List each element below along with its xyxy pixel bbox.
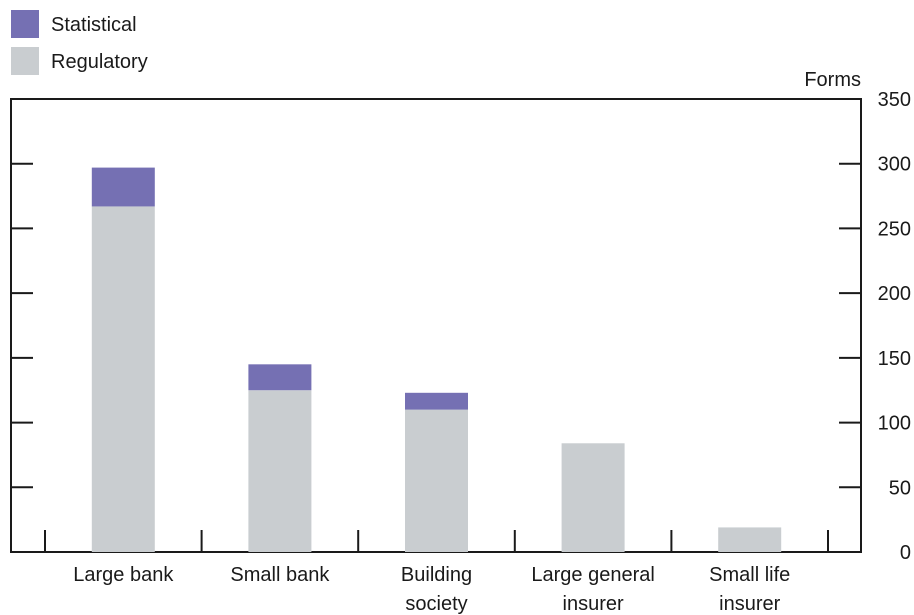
y-tick-label: 300: [878, 154, 911, 176]
x-category-label: Small life insurer: [709, 564, 790, 615]
legend-label-statistical: Statistical: [51, 14, 137, 36]
x-category-label: Small bank: [230, 564, 330, 586]
y-tick-label: 200: [878, 283, 911, 305]
y-tick-label: 150: [878, 348, 911, 370]
axis-ticks: 0 50 100 150 200 250 300 350: [11, 89, 911, 564]
bar-statistical: [91, 167, 155, 207]
legend-swatch-statistical: [11, 10, 39, 38]
x-category-label: Large general insurer: [531, 564, 654, 615]
bar-statistical: [405, 392, 468, 410]
legend-swatch-regulatory: [11, 47, 39, 75]
x-category-label: Large bank: [73, 564, 174, 586]
bars: [91, 167, 782, 552]
legend-label-regulatory: Regulatory: [51, 51, 148, 73]
y-tick-label: 250: [878, 218, 911, 240]
x-category-label: Building society: [401, 564, 472, 615]
bar-statistical: [248, 364, 312, 391]
bar-regulatory: [561, 443, 625, 552]
x-axis-labels: Large bank Small bank Building society Large…: [73, 564, 790, 615]
bar-regulatory: [718, 527, 782, 552]
y-axis-unit-label: Forms: [804, 69, 861, 91]
y-tick-label: 0: [900, 542, 911, 564]
legend: Statistical Regulatory: [11, 10, 148, 75]
bar-regulatory: [248, 390, 312, 552]
bar-regulatory: [405, 409, 468, 552]
bar-regulatory: [91, 206, 155, 552]
y-tick-label: 100: [878, 413, 911, 435]
y-tick-label: 350: [878, 89, 911, 111]
y-tick-label: 50: [889, 477, 911, 499]
